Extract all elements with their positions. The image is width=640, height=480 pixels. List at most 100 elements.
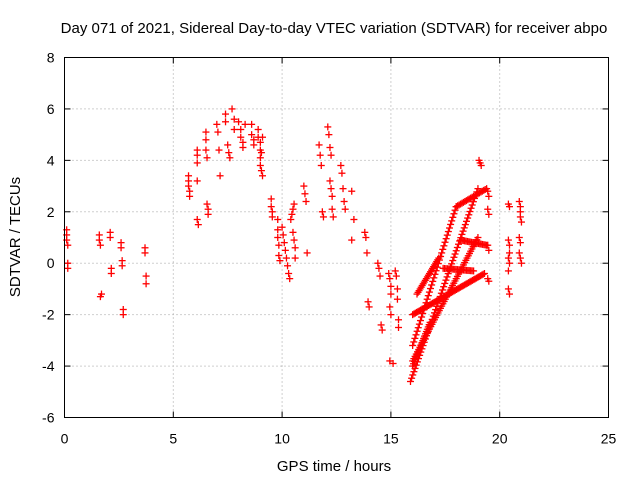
data-point (291, 254, 299, 262)
chart-title: Day 071 of 2021, Sidereal Day-to-day VTE… (61, 20, 608, 37)
data-point (117, 244, 125, 252)
data-point (504, 236, 512, 244)
data-point (202, 128, 210, 136)
data-point (319, 213, 327, 221)
data-point (222, 110, 230, 118)
plot-frame (64, 57, 609, 418)
data-point (274, 226, 282, 234)
data-point (483, 241, 491, 249)
data-point (517, 218, 525, 226)
data-point (275, 241, 283, 249)
data-point (480, 270, 488, 277)
data-point (427, 285, 435, 293)
data-point (142, 280, 150, 288)
data-point (481, 186, 489, 193)
data-point (432, 267, 440, 275)
data-point (256, 138, 264, 146)
data-point (256, 162, 264, 169)
data-point (279, 231, 287, 239)
data-point (214, 128, 222, 136)
data-point (479, 270, 487, 278)
data-point (516, 213, 524, 221)
data-point (443, 273, 451, 281)
data-point (406, 378, 414, 385)
data-point (485, 210, 493, 218)
data-point (438, 286, 446, 294)
data-point (449, 213, 457, 221)
data-point (505, 290, 513, 298)
data-point (453, 243, 461, 251)
data-point (450, 253, 458, 261)
data-point (504, 285, 512, 293)
data-point (468, 201, 476, 209)
data-point (202, 136, 210, 144)
data-point (340, 198, 348, 205)
data-point (460, 224, 468, 232)
data-point (288, 210, 296, 218)
data-point (281, 246, 289, 254)
data-point (350, 216, 358, 223)
data-point (318, 208, 326, 216)
data-point (377, 321, 385, 329)
data-point (267, 203, 275, 211)
data-point (440, 242, 448, 250)
data-point (328, 192, 336, 200)
data-point (387, 282, 395, 290)
data-point (215, 146, 223, 154)
data-point (365, 303, 373, 311)
data-point (257, 167, 265, 175)
x-tick-label: 25 (601, 431, 617, 447)
data-point (302, 198, 310, 205)
data-point (324, 123, 332, 131)
data-point (341, 205, 349, 213)
data-point (413, 327, 421, 335)
x-tick-label: 5 (169, 431, 177, 447)
data-point (389, 360, 397, 367)
x-tick-label: 15 (383, 431, 399, 447)
data-point (216, 172, 224, 180)
data-point (259, 172, 267, 180)
data-point (410, 368, 418, 376)
data-point (274, 216, 282, 223)
data-point (504, 267, 512, 275)
data-point (326, 144, 334, 151)
data-point (459, 227, 467, 235)
data-point (363, 249, 371, 257)
y-axis-title: SDTVAR / TECUs (7, 177, 24, 297)
data-point (386, 275, 394, 283)
data-point (303, 249, 311, 257)
data-point (391, 267, 399, 275)
x-tick-label: 10 (274, 431, 290, 447)
data-point (348, 236, 356, 244)
data-point (276, 257, 284, 265)
data-point (409, 342, 417, 349)
data-point (423, 295, 431, 303)
y-tick-label: 4 (47, 152, 55, 168)
data-point (289, 205, 297, 213)
y-tick-label: 2 (47, 204, 55, 220)
data-point (280, 239, 288, 247)
data-point (395, 316, 403, 324)
data-point (230, 126, 238, 133)
data-point (193, 159, 201, 167)
data-point (444, 228, 452, 236)
data-point (254, 126, 262, 133)
data-point (315, 141, 323, 149)
data-point (230, 115, 238, 123)
data-point (326, 177, 334, 185)
data-point (107, 270, 115, 277)
data-point (443, 231, 451, 239)
data-point (275, 252, 283, 259)
data-point (505, 249, 513, 257)
data-point (118, 262, 126, 270)
data-point (395, 324, 403, 331)
data-point (444, 270, 452, 278)
data-point (412, 331, 420, 339)
data-point (329, 213, 337, 221)
data-point (424, 292, 432, 300)
data-point (429, 277, 437, 285)
data-point (425, 288, 433, 296)
data-point (485, 277, 493, 285)
data-point (505, 259, 513, 267)
